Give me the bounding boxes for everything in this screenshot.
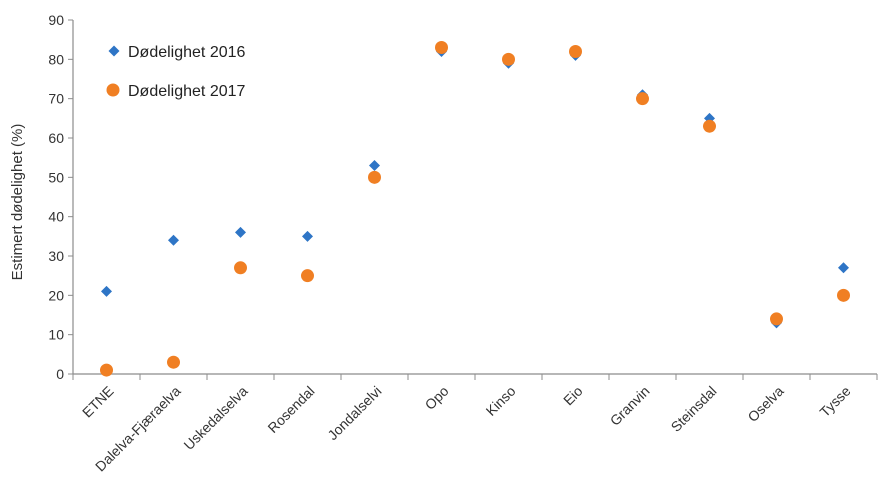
point-2017-1	[167, 355, 180, 369]
y-tick-label: 40	[48, 209, 64, 225]
legend-marker-2016	[108, 45, 120, 57]
y-tick-label: 10	[48, 327, 64, 343]
x-tick-label: Granvin	[607, 383, 653, 429]
legend-label-2017: Dødelighet 2017	[128, 83, 246, 100]
y-tick-label: 80	[48, 51, 64, 67]
y-tick-label: 20	[48, 287, 64, 303]
point-2017-2	[234, 261, 247, 275]
y-tick-label: 50	[48, 169, 64, 185]
point-2017-0	[100, 363, 113, 377]
x-tick-label: Uskedalselva	[180, 383, 250, 453]
legend: Dødelighet 2016 Dødelighet 2017	[106, 44, 246, 100]
point-2017-7	[569, 44, 582, 58]
data-marks	[100, 41, 850, 377]
y-tick-label: 90	[48, 12, 64, 28]
point-2017-6	[502, 52, 515, 66]
y-tick-label: 0	[56, 366, 64, 382]
point-2017-3	[301, 269, 314, 283]
x-tick-label: Tysse	[816, 383, 853, 420]
x-tick-label: Eio	[560, 383, 586, 409]
point-2017-4	[368, 170, 381, 184]
x-tick-label: Oselva	[744, 383, 786, 425]
point-2017-5	[435, 41, 448, 55]
y-tick-label: 70	[48, 91, 64, 107]
point-2016-2	[235, 226, 246, 238]
x-tick-label: Steinsdal	[668, 383, 720, 435]
y-tick-label: 60	[48, 130, 64, 146]
x-tick-label: Opo	[422, 383, 452, 413]
legend-marker-2017	[106, 83, 120, 97]
point-2016-3	[302, 230, 313, 242]
point-2016-0	[101, 285, 112, 297]
y-axis-title: Estimert dødelighet (%)	[9, 124, 26, 281]
x-tick-label: Rosendal	[264, 383, 317, 436]
point-2016-4	[369, 160, 380, 172]
x-tick-label: Jondalselvi	[324, 383, 384, 443]
point-2017-9	[703, 119, 716, 133]
y-tick-label: 30	[48, 248, 64, 264]
x-tick-label: Kinso	[483, 383, 519, 419]
point-2017-10	[770, 312, 783, 326]
point-2017-11	[837, 288, 850, 302]
x-tick-label: ETNE	[79, 383, 117, 421]
point-2016-11	[838, 262, 849, 274]
point-2017-8	[636, 92, 649, 106]
point-2016-1	[168, 234, 179, 246]
legend-label-2016: Dødelighet 2016	[128, 44, 246, 61]
